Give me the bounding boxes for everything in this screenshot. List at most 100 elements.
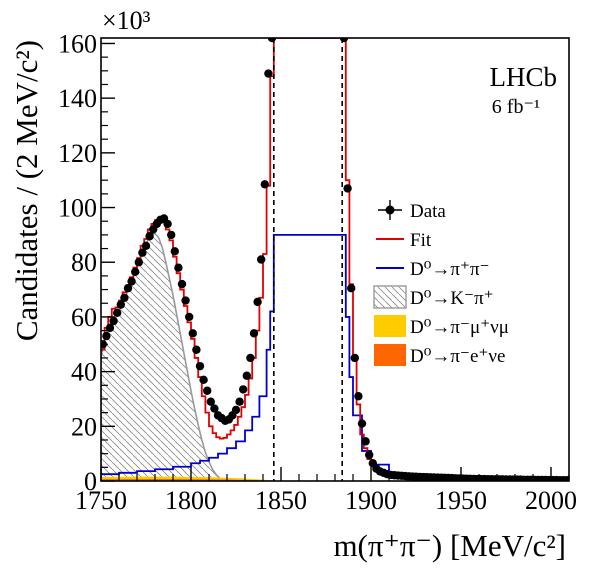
data-point (365, 450, 374, 460)
legend-entry: D⁰→K⁻π⁺ (373, 285, 494, 309)
data-point-marker (127, 277, 136, 286)
data-point (203, 386, 212, 395)
y-tick-label: 80 (71, 248, 97, 277)
legend-entry: D⁰→π⁻μ⁺νμ (374, 315, 509, 338)
plot-area (101, 38, 569, 481)
y-axis-title: Candidates / (2 MeV/c²) (9, 40, 44, 341)
data-point (167, 230, 176, 240)
data-point-marker (246, 353, 255, 363)
x-tick-label: 1850 (255, 486, 307, 515)
legend-entry: D⁰→π⁺π⁻ (376, 259, 490, 280)
data-point (199, 375, 208, 385)
data-point (105, 323, 115, 333)
data-point-marker (120, 293, 129, 302)
series-kpi-area (101, 232, 228, 481)
data-point (206, 397, 215, 406)
data-point (354, 392, 363, 401)
legend: Data Fit D⁰→π⁺π⁻ D⁰→K⁻π⁺ D⁰→π⁻μ⁺νμ D⁰→π⁻e⁺νe (373, 200, 509, 367)
legend-label: D⁰→π⁻e⁺νe (410, 346, 505, 367)
legend-fill-swatch (374, 344, 406, 366)
data-point-marker (347, 284, 356, 293)
data-point-marker (199, 375, 208, 385)
data-point-marker (239, 385, 248, 394)
data-point-marker (109, 316, 118, 326)
data-point (145, 232, 154, 241)
data-point (246, 353, 255, 363)
legend-entry: D⁰→π⁻e⁺νe (374, 344, 505, 367)
data-point-marker (257, 255, 266, 264)
data-point-marker (102, 331, 111, 341)
y-tick-label: 60 (71, 303, 97, 332)
data-point-marker (123, 284, 133, 293)
x-tick-label: 1950 (435, 486, 487, 515)
data-point (242, 371, 251, 380)
data-point (141, 241, 151, 251)
data-point-marker (185, 312, 194, 322)
data-point (253, 297, 262, 307)
data-point (357, 419, 367, 428)
legend-label: Data (410, 201, 446, 222)
data-point-marker (188, 329, 197, 338)
data-point (109, 316, 118, 326)
legend-label: D⁰→π⁺π⁻ (410, 259, 490, 280)
data-point-marker (203, 386, 212, 395)
x-tick-label: 2000 (525, 486, 577, 515)
data-point (210, 404, 219, 413)
data-point (347, 284, 356, 293)
data-point (116, 300, 126, 309)
data-point (170, 247, 179, 256)
data-point-marker (138, 248, 147, 257)
y-multiplier: ×10³ (102, 6, 151, 35)
data-point (260, 180, 269, 189)
y-tick-label: 140 (58, 84, 97, 113)
data-point-marker (174, 263, 183, 272)
y-tick-label: 160 (58, 29, 97, 58)
data-point (239, 385, 248, 394)
x-tick-label: 1800 (165, 486, 217, 515)
data-point-marker (195, 361, 205, 371)
data-point-marker (563, 475, 569, 481)
legend-entry: Data (378, 200, 446, 222)
data-point-marker (113, 308, 122, 318)
data-point-marker (231, 405, 241, 415)
data-point-marker (343, 184, 352, 193)
data-point (339, 38, 349, 43)
data-point (231, 405, 241, 415)
legend-label: Fit (410, 230, 432, 251)
legend-hatch-swatch (373, 285, 407, 309)
legend-entry: Fit (376, 230, 432, 251)
data-point (267, 38, 277, 43)
x-tick-label: 1900 (345, 486, 397, 515)
data-point (249, 329, 259, 338)
data-point-marker (350, 353, 359, 363)
data-point-marker (249, 329, 259, 338)
data-point-marker (145, 232, 154, 241)
data-point-marker (365, 450, 374, 460)
data-point (181, 296, 190, 305)
luminosity-label: 6 fb⁻¹ (492, 96, 540, 118)
data-point-marker (131, 267, 140, 277)
data-point-marker (206, 397, 215, 406)
data-point (138, 248, 147, 257)
data-point (350, 353, 359, 363)
data-point (134, 258, 143, 267)
data-point-marker (264, 69, 273, 78)
legend-label: D⁰→π⁻μ⁺νμ (410, 317, 509, 338)
data-point-marker (163, 219, 172, 229)
data-point (113, 308, 122, 318)
signal-window-lines (272, 38, 344, 481)
data-point-marker (141, 241, 151, 251)
data-point (131, 267, 140, 277)
data-point-marker (354, 392, 363, 401)
data-point-marker (116, 300, 126, 309)
data-point-marker (361, 437, 370, 446)
data-point (264, 69, 273, 78)
data-point (343, 184, 352, 193)
data-point (188, 329, 197, 338)
x-axis-title: m(π⁺π⁻) [MeV/c²] (333, 528, 566, 563)
data-point-marker (134, 258, 143, 267)
data-point (102, 331, 111, 341)
data-point-marker (260, 180, 269, 189)
data-point (185, 312, 194, 322)
